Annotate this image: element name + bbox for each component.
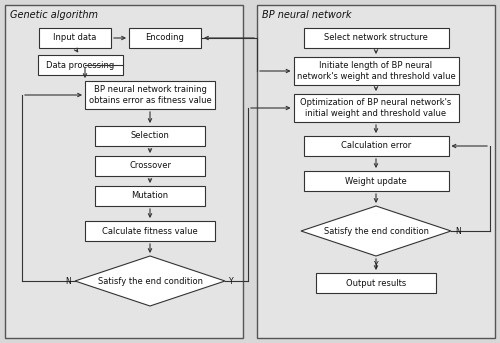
- Text: Satisfy the end condition: Satisfy the end condition: [98, 276, 202, 285]
- FancyBboxPatch shape: [95, 186, 205, 206]
- Text: Y: Y: [229, 276, 234, 285]
- Text: Satisfy the end condition: Satisfy the end condition: [324, 226, 428, 236]
- Bar: [5, 5, 243, 338]
- Text: Optimization of BP neural network's
initial weight and threshold value: Optimization of BP neural network's init…: [300, 98, 452, 118]
- Text: Crossover: Crossover: [129, 162, 171, 170]
- FancyBboxPatch shape: [294, 94, 458, 122]
- Text: Selection: Selection: [130, 131, 170, 141]
- Text: Input data: Input data: [54, 34, 96, 43]
- FancyBboxPatch shape: [85, 221, 215, 241]
- Polygon shape: [75, 256, 225, 306]
- Text: Data processing: Data processing: [46, 60, 114, 70]
- FancyBboxPatch shape: [316, 273, 436, 293]
- Text: BP neural network training
obtains error as fitness value: BP neural network training obtains error…: [88, 85, 212, 105]
- Text: Output results: Output results: [346, 279, 406, 287]
- FancyBboxPatch shape: [304, 28, 448, 48]
- Text: Encoding: Encoding: [146, 34, 184, 43]
- Text: Calculation error: Calculation error: [341, 142, 411, 151]
- Bar: [257, 5, 495, 338]
- FancyBboxPatch shape: [129, 28, 201, 48]
- FancyBboxPatch shape: [95, 156, 205, 176]
- Text: N: N: [65, 276, 71, 285]
- Text: Genetic algorithm: Genetic algorithm: [10, 10, 98, 20]
- FancyBboxPatch shape: [85, 81, 215, 109]
- FancyBboxPatch shape: [304, 136, 448, 156]
- Text: BP neural network: BP neural network: [262, 10, 352, 20]
- Text: Y: Y: [374, 261, 378, 270]
- FancyBboxPatch shape: [304, 171, 448, 191]
- Text: Weight update: Weight update: [345, 177, 407, 186]
- Text: Calculate fitness value: Calculate fitness value: [102, 226, 198, 236]
- FancyBboxPatch shape: [38, 55, 122, 75]
- Text: Select network structure: Select network structure: [324, 34, 428, 43]
- FancyBboxPatch shape: [39, 28, 111, 48]
- FancyBboxPatch shape: [95, 126, 205, 146]
- FancyBboxPatch shape: [294, 57, 458, 85]
- Polygon shape: [301, 206, 451, 256]
- Text: Initiate length of BP neural
network's weight and threshold value: Initiate length of BP neural network's w…: [296, 61, 456, 81]
- Text: Mutation: Mutation: [132, 191, 168, 201]
- Text: N: N: [455, 226, 461, 236]
